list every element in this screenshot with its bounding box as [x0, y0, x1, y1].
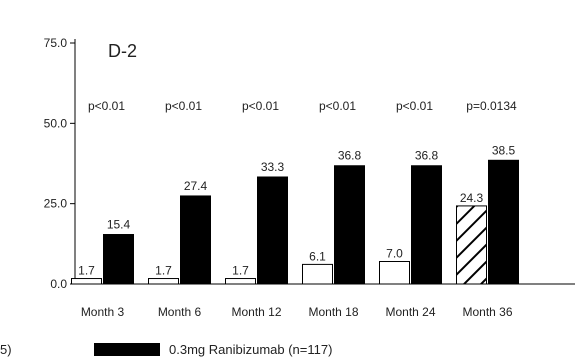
- bar-ranibizumab: [411, 165, 442, 285]
- p-value-label: p<0.01: [242, 99, 279, 113]
- p-value-label: p<0.01: [319, 99, 356, 113]
- bar-white: [148, 278, 179, 285]
- data-label: 15.4: [107, 218, 131, 232]
- data-label: 1.7: [78, 264, 95, 278]
- bar-white: [225, 278, 256, 285]
- bar-hatched: [456, 205, 487, 285]
- p-value-label: p<0.01: [165, 99, 202, 113]
- data-label: 6.1: [309, 249, 326, 263]
- x-tick-label: Month 3: [81, 305, 125, 319]
- bar-ranibizumab: [488, 159, 519, 285]
- data-label: 1.7: [155, 264, 172, 278]
- x-tick-label: Month 12: [231, 305, 281, 319]
- data-label: 24.3: [460, 191, 484, 205]
- legend: 5) 0.3mg Ranibizumab (n=117): [0, 342, 332, 357]
- data-label: 27.4: [184, 179, 208, 193]
- bars: [71, 159, 519, 285]
- data-label: 7.0: [386, 247, 403, 261]
- x-tick-label: Month 36: [462, 305, 512, 319]
- y-tick-label: 50.0: [44, 116, 68, 130]
- data-label: 36.8: [415, 149, 439, 163]
- bar-white: [71, 278, 102, 285]
- labels: 1.7 15.4 p<0.01 Month 3 1.7 27.4 p<0.01 Month 6…: [78, 99, 517, 319]
- bar-ranibizumab: [334, 165, 365, 285]
- legend-swatch-ranibizumab: [94, 343, 160, 356]
- x-tick-label: Month 24: [385, 305, 435, 319]
- p-value-label: p<0.01: [396, 99, 433, 113]
- bar-ranibizumab: [257, 176, 288, 285]
- y-tick-label: 0.0: [50, 277, 67, 291]
- y-tick-label: 25.0: [44, 197, 68, 211]
- data-label: 36.8: [338, 149, 362, 163]
- p-value-label: p<0.01: [88, 99, 125, 113]
- data-label: 1.7: [232, 264, 249, 278]
- bar-ranibizumab: [180, 195, 211, 285]
- y-tick-label: 75.0: [44, 36, 68, 50]
- x-tick-label: Month 6: [158, 305, 202, 319]
- legend-label-ranibizumab: 0.3mg Ranibizumab (n=117): [169, 342, 332, 357]
- x-tick-label: Month 18: [308, 305, 358, 319]
- data-label: 33.3: [261, 160, 285, 174]
- legend-fragment-text: 5): [0, 342, 12, 357]
- bar-white: [302, 263, 333, 285]
- bar-white: [379, 261, 410, 285]
- p-value-label: p=0.0134: [466, 99, 517, 113]
- data-label: 38.5: [492, 143, 516, 157]
- bar-ranibizumab: [103, 234, 134, 285]
- panel-label: D-2: [108, 41, 137, 61]
